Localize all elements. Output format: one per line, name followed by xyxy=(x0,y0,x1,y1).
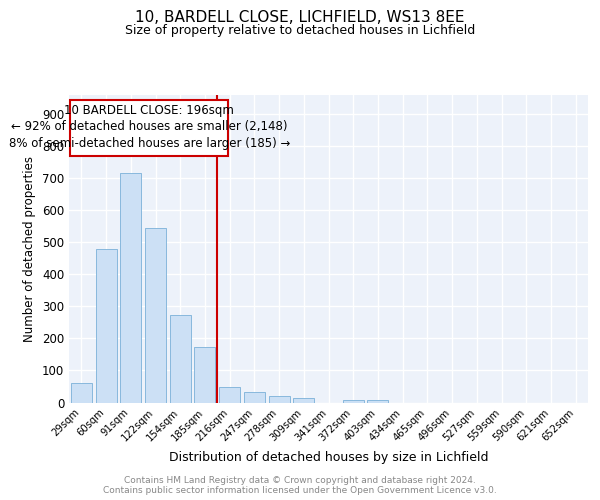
Text: ← 92% of detached houses are smaller (2,148): ← 92% of detached houses are smaller (2,… xyxy=(11,120,287,134)
Bar xyxy=(244,392,265,402)
Bar xyxy=(170,316,191,402)
Bar xyxy=(293,398,314,402)
Bar xyxy=(71,384,92,402)
Text: 10 BARDELL CLOSE: 196sqm: 10 BARDELL CLOSE: 196sqm xyxy=(64,104,234,117)
Bar xyxy=(269,396,290,402)
FancyBboxPatch shape xyxy=(70,100,229,156)
Text: Contains HM Land Registry data © Crown copyright and database right 2024.
Contai: Contains HM Land Registry data © Crown c… xyxy=(103,476,497,495)
Bar xyxy=(343,400,364,402)
Text: 10, BARDELL CLOSE, LICHFIELD, WS13 8EE: 10, BARDELL CLOSE, LICHFIELD, WS13 8EE xyxy=(135,10,465,25)
Bar xyxy=(367,400,388,402)
Bar xyxy=(194,348,215,403)
Bar xyxy=(219,388,240,402)
X-axis label: Distribution of detached houses by size in Lichfield: Distribution of detached houses by size … xyxy=(169,452,488,464)
Bar xyxy=(120,172,141,402)
Bar xyxy=(145,228,166,402)
Text: 8% of semi-detached houses are larger (185) →: 8% of semi-detached houses are larger (1… xyxy=(8,137,290,150)
Text: Size of property relative to detached houses in Lichfield: Size of property relative to detached ho… xyxy=(125,24,475,37)
Bar xyxy=(95,248,116,402)
Y-axis label: Number of detached properties: Number of detached properties xyxy=(23,156,37,342)
